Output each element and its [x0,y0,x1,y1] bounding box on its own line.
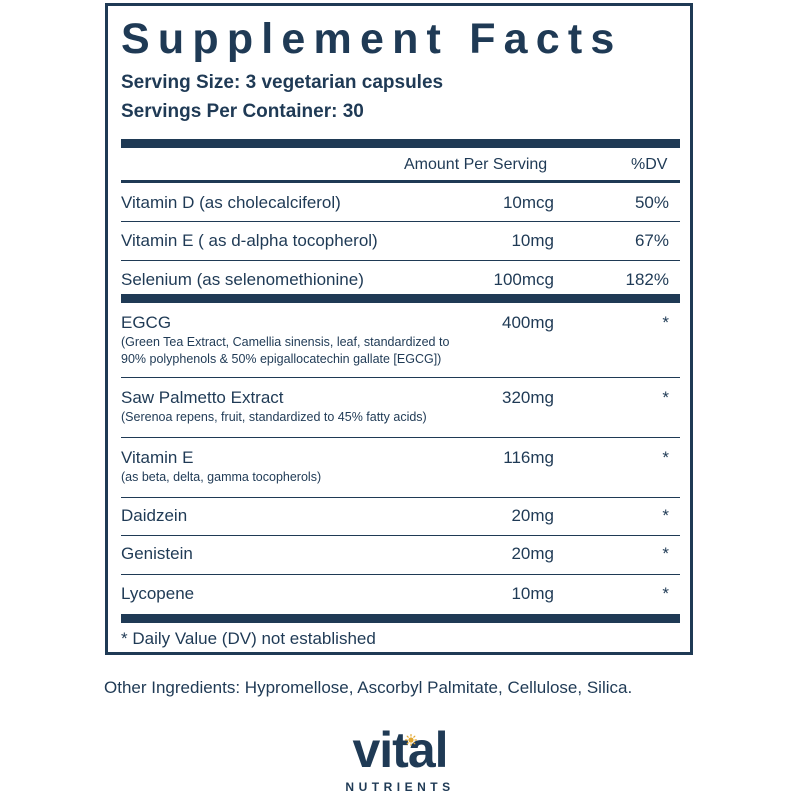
dv-footnote: * Daily Value (DV) not established [121,629,376,648]
vitamin-dv: 67% [634,231,669,250]
brand-wordmark: vital [352,722,448,778]
ingredient-description: 90% polyphenols & 50% epigallocatechin g… [121,352,442,366]
vitamin-name: Selenium (as selenomethionine) [121,270,364,289]
ingredient-dv: * [662,448,669,467]
ingredient-name: EGCG [121,313,172,332]
vitamin-dv: 50% [634,193,669,212]
vitamin-dv: 182% [625,270,669,289]
ingredient-description: (Green Tea Extract, Camellia sinensis, l… [121,335,450,349]
ingredient-amount: 116mg [503,448,554,467]
vitamin-name: Vitamin E ( as d-alpha tocopherol) [121,231,378,250]
ingredient-name: Saw Palmetto Extract [121,388,284,407]
ingredient-description: (Serenoa repens, fruit, standardized to … [121,410,427,424]
vitamin-amount: 10mcg [502,193,554,212]
ingredient-amount: 20mg [511,544,554,563]
sun-icon [405,734,417,746]
row-divider [121,574,680,575]
ingredient-description: (as beta, delta, gamma tocopherols) [121,470,322,484]
panel-title: Supplement Facts [121,15,623,63]
ingredient-dv: * [662,506,669,525]
ingredient-name: Vitamin E [121,448,194,467]
row-divider [121,535,680,536]
servings-per-container: Servings Per Container: 30 [121,101,364,122]
top-thick-bar [121,139,680,148]
ingredient-dv: * [662,544,669,563]
vitamin-amount: 100mcg [493,270,554,289]
ingredient-amount: 400mg [502,313,554,332]
row-divider [121,221,680,222]
other-ingredients: Other Ingredients: Hypromellose, Ascorby… [104,678,633,697]
ingredient-amount: 320mg [502,388,554,407]
ingredient-dv: * [662,313,669,332]
vitamin-amount: 10mg [511,231,554,250]
row-divider [121,377,680,378]
ingredient-dv: * [662,584,669,603]
mid-thick-bar [121,294,680,303]
header-amount: Amount Per Serving [404,156,548,173]
bottom-thick-bar [121,614,680,623]
header-dv: %DV [631,156,668,173]
ingredient-name: Lycopene [121,584,195,603]
ingredient-amount: 10mg [511,584,554,603]
row-divider [121,437,680,438]
serving-size: Serving Size: 3 vegetarian capsules [121,72,444,93]
vitamin-name: Vitamin D (as cholecalciferol) [121,193,341,212]
brand-logo: vital NUTRIENTS [330,722,470,798]
ingredient-dv: * [662,388,669,407]
supplement-facts-panel [105,3,693,655]
row-divider [121,497,680,498]
ingredient-name: Genistein [121,544,193,563]
ingredient-name: Daidzein [121,506,188,525]
ingredient-amount: 20mg [511,506,554,525]
row-divider [121,260,680,261]
header-divider [121,180,680,183]
brand-subtitle: NUTRIENTS [345,780,455,794]
